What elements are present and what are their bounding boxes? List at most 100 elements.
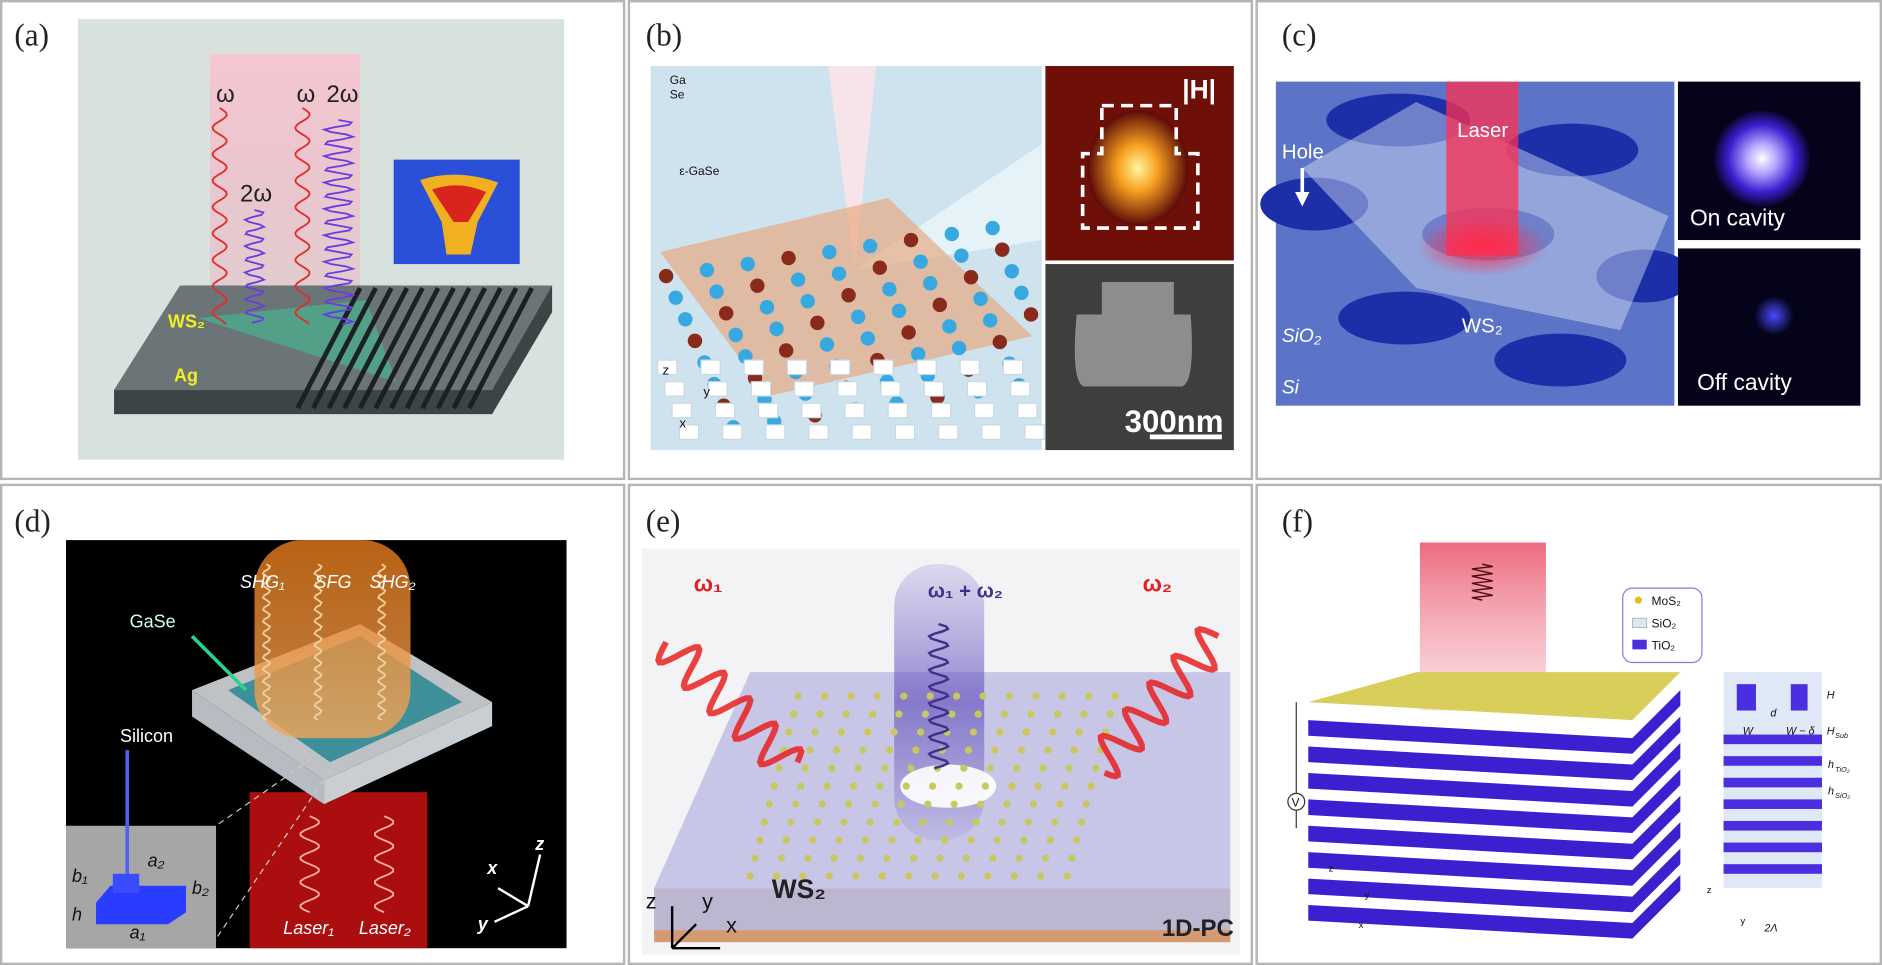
atom (992, 334, 1008, 350)
atom (1022, 728, 1030, 736)
atom (1063, 872, 1071, 880)
atom (963, 270, 979, 285)
atom (1004, 264, 1020, 279)
pillar (664, 381, 685, 397)
axis (526, 854, 542, 907)
atom (1027, 710, 1035, 718)
annotation: z (1329, 863, 1334, 874)
atom (1053, 710, 1062, 718)
atom (1075, 728, 1083, 736)
layer (1723, 777, 1822, 788)
atom (1029, 800, 1038, 808)
atom (1032, 692, 1040, 700)
annotation: Sub (1835, 731, 1848, 740)
pillar (786, 359, 808, 376)
atom (913, 254, 928, 269)
atom (831, 266, 847, 281)
atom (1070, 746, 1078, 754)
atom (1008, 782, 1016, 790)
unit-cell (96, 885, 187, 925)
atom (1010, 872, 1018, 880)
atom (1015, 854, 1023, 862)
annotation: TiO₂ (1652, 638, 1676, 652)
arrow-head (1295, 192, 1310, 207)
atom (678, 312, 693, 327)
layer (1723, 756, 1822, 766)
groove (420, 286, 488, 410)
layer (1723, 820, 1822, 831)
atom (914, 836, 922, 844)
annotation: ω₁ + ω₂ (928, 581, 1003, 603)
atom (852, 872, 860, 880)
atom (922, 276, 938, 291)
atom (709, 284, 724, 299)
atom (977, 800, 985, 808)
stack (1308, 690, 1681, 939)
atoms (746, 692, 1119, 880)
atom (974, 710, 982, 718)
pillar (700, 359, 721, 376)
annotation: SiO₂ (1652, 617, 1677, 631)
atom (772, 872, 781, 880)
axis (494, 905, 529, 923)
atom (1017, 746, 1026, 754)
atom (944, 226, 960, 242)
layer (1308, 742, 1681, 807)
axes (494, 854, 542, 923)
pillar (974, 402, 995, 419)
wave (1471, 563, 1493, 601)
atom (844, 800, 853, 808)
annotation: SHG₂ (370, 572, 416, 592)
atom (1082, 800, 1090, 808)
wave (294, 107, 311, 325)
atom (1058, 692, 1066, 700)
annotation: |H| (1182, 74, 1216, 104)
layer (1723, 799, 1822, 809)
pillar (721, 424, 743, 440)
atom (1087, 782, 1095, 790)
pillar (880, 381, 901, 397)
waves (211, 107, 356, 325)
annotation: y (1365, 890, 1370, 901)
texts: (a) (b) (c) (d) (e) (f) ω ω 2ω 2ω WS₂ Ag GaSe ε-GaSe |… (14, 18, 1850, 943)
annotation: SiO₂ (1282, 326, 1322, 347)
annotation: SFG (314, 572, 351, 592)
legend-swatch (1632, 639, 1647, 650)
atom (769, 321, 784, 337)
annotation: ω (296, 81, 315, 108)
atom (916, 728, 925, 736)
voltage-source (1287, 792, 1306, 811)
wave (377, 563, 387, 721)
atom (825, 872, 833, 880)
atom (897, 800, 905, 808)
atom (909, 854, 917, 862)
atom (888, 836, 896, 844)
annotation: Laser (1457, 120, 1508, 142)
atom (986, 764, 994, 772)
layer (1723, 842, 1822, 853)
substrate-side (324, 702, 493, 805)
panel-label: (b) (646, 18, 682, 53)
atom (658, 268, 674, 284)
pillar (930, 402, 952, 419)
panel-label: (d) (14, 504, 50, 539)
annotation: y (702, 889, 713, 914)
atom (728, 327, 743, 343)
pillar (966, 381, 988, 397)
atom (983, 313, 998, 328)
atom (699, 262, 715, 278)
annotation: a₂ (148, 851, 165, 871)
wave (242, 209, 267, 324)
annotation: y (703, 384, 710, 399)
scale-bar (1149, 434, 1222, 440)
pillar (1017, 402, 1038, 419)
atom (810, 315, 825, 331)
pillar (894, 424, 916, 440)
layer (1308, 716, 1681, 781)
atom (1005, 692, 1014, 700)
spot (1713, 110, 1810, 207)
atom (849, 782, 857, 790)
layer (1308, 690, 1681, 754)
atom (942, 319, 957, 334)
